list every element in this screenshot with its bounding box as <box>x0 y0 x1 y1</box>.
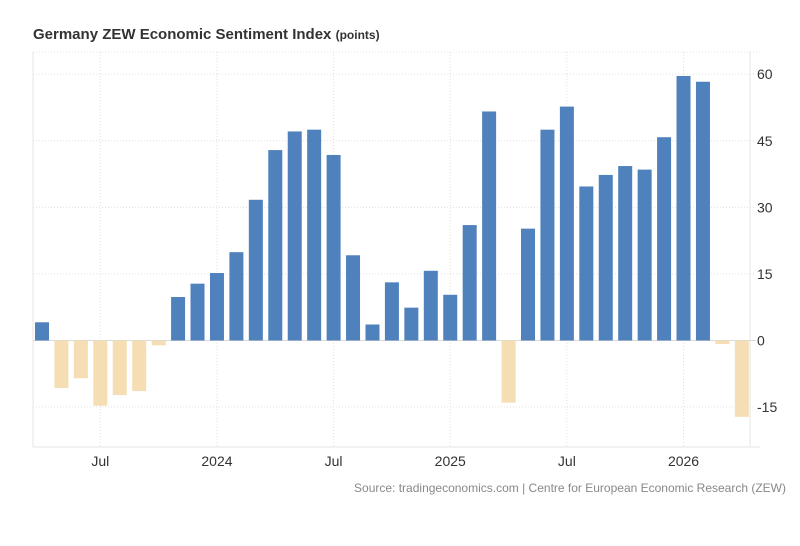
chart-title: Germany ZEW Economic Sentiment Index (po… <box>33 26 380 43</box>
bar-2025-11 <box>637 169 652 341</box>
bar-2026-02 <box>695 81 710 341</box>
bar-2024-07 <box>326 154 341 341</box>
y-tick-label: 0 <box>757 332 765 348</box>
bar-2025-04 <box>501 340 516 403</box>
bar-2025-08 <box>579 186 594 341</box>
bar-2024-05 <box>287 131 302 341</box>
bar-2024-02 <box>229 252 244 341</box>
y-tick-label: 15 <box>757 266 773 282</box>
bar-2024-11 <box>404 307 419 341</box>
bar-2025-10 <box>618 166 633 341</box>
bar-2023-04 <box>35 322 49 341</box>
bar-2025-12 <box>657 137 672 341</box>
bar-2025-02 <box>462 225 477 341</box>
bar-2024-01 <box>209 273 224 341</box>
bar-2023-08 <box>112 340 127 396</box>
bar-2025-05 <box>521 228 535 341</box>
bar-2025-07 <box>559 106 574 341</box>
x-tick-label: Jul <box>325 453 343 469</box>
bar-2023-06 <box>73 340 88 379</box>
bar-2023-12 <box>190 283 205 341</box>
y-tick-label: 60 <box>757 66 773 82</box>
bar-2023-05 <box>54 340 69 388</box>
bar-2023-07 <box>93 340 108 406</box>
title-text: Germany ZEW Economic Sentiment Index <box>33 26 332 43</box>
unit-label: (points) <box>335 28 380 42</box>
bar-2025-06 <box>540 129 555 341</box>
x-tick-label: Jul <box>91 453 109 469</box>
bar-2024-09 <box>365 324 380 341</box>
bar-2026-04 <box>734 340 749 417</box>
source-note: Source: tradingeconomics.com | Centre fo… <box>354 481 786 495</box>
bar-2024-03 <box>248 199 263 341</box>
bar-2024-04 <box>268 150 283 341</box>
bar-2024-10 <box>384 282 399 341</box>
x-tick-label: 2024 <box>201 453 232 469</box>
x-tick-label: Jul <box>558 453 576 469</box>
y-tick-label: 30 <box>757 199 773 215</box>
bar-2024-12 <box>423 270 438 341</box>
bar-2025-03 <box>482 111 497 341</box>
x-tick-label: 2025 <box>435 453 466 469</box>
bar-2024-06 <box>307 129 322 341</box>
bar-2023-10 <box>151 340 166 346</box>
bar-2026-03 <box>715 340 730 345</box>
bar-2024-08 <box>346 255 361 341</box>
bar-2025-01 <box>443 294 458 341</box>
bar-2023-09 <box>132 340 147 392</box>
y-tick-label: -15 <box>757 399 777 415</box>
bar-2026-01 <box>676 75 691 341</box>
x-tick-label: 2026 <box>668 453 699 469</box>
y-tick-label: 45 <box>757 133 773 149</box>
bar-2023-11 <box>171 296 186 341</box>
bar-2025-09 <box>598 174 613 341</box>
